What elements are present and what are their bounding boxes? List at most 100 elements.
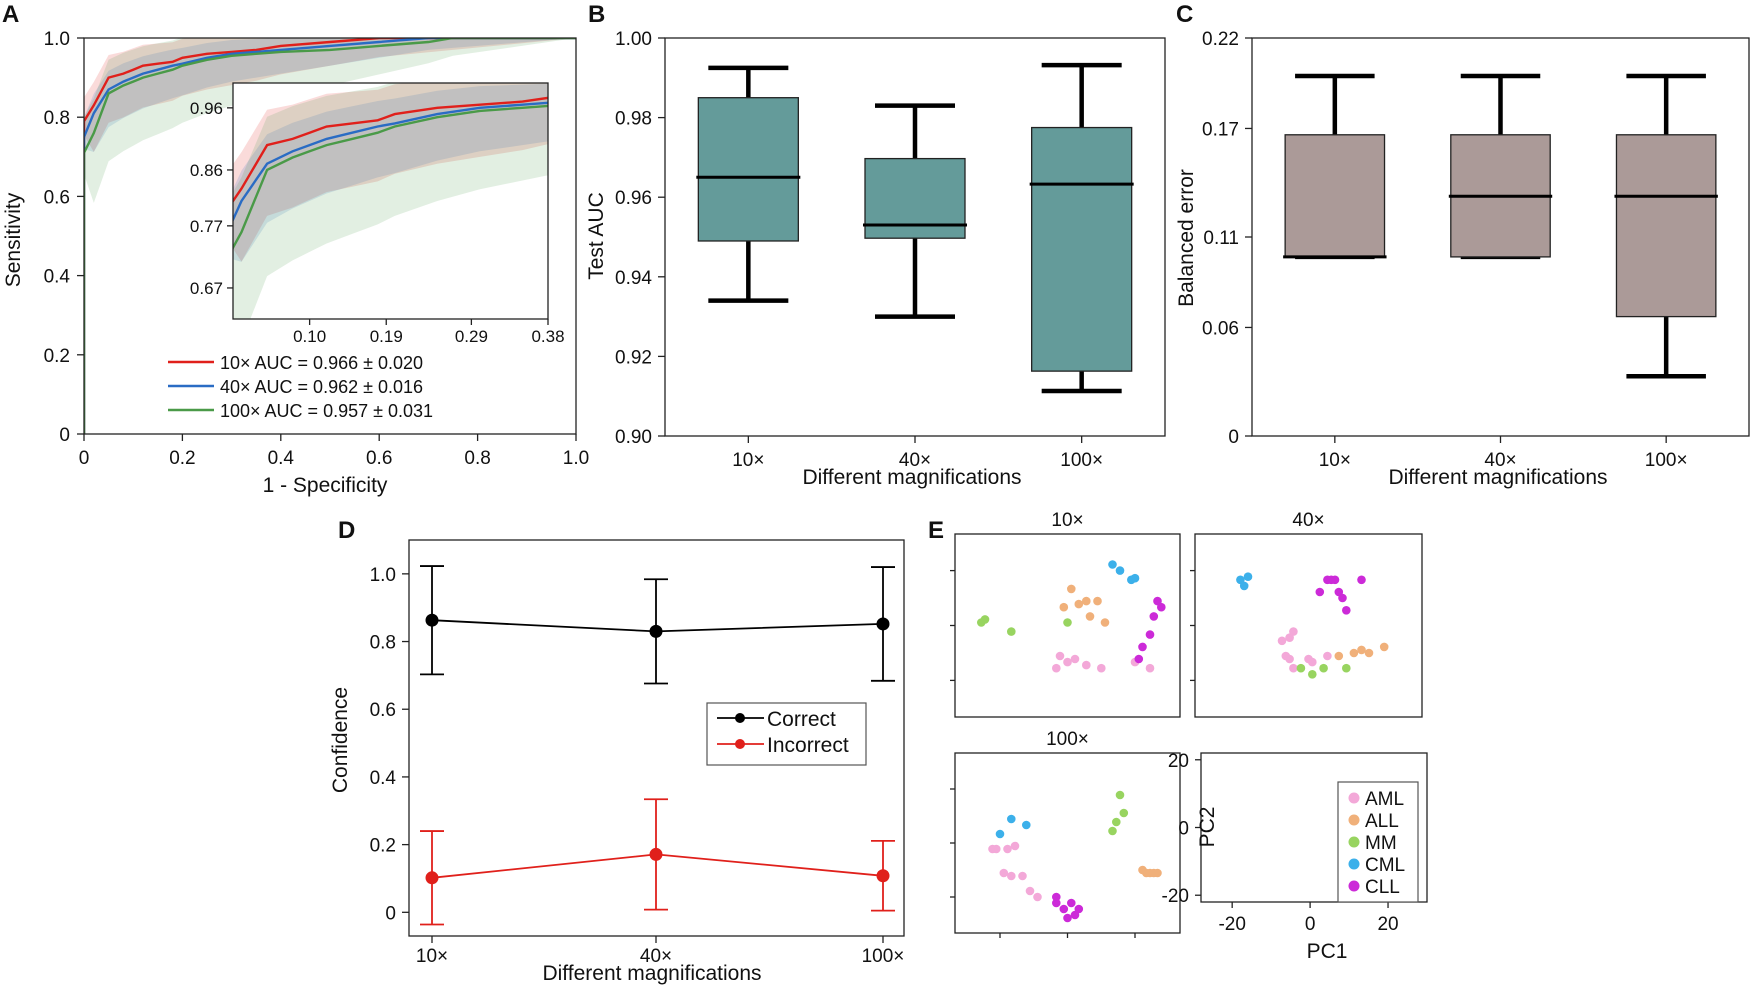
legend-correct-marker bbox=[735, 713, 745, 723]
pca-point-aml bbox=[1308, 657, 1317, 667]
pca-point-all bbox=[1059, 602, 1069, 612]
pca-point-cml bbox=[1239, 581, 1249, 591]
pca-y-tick-label: 0 bbox=[1178, 819, 1189, 840]
balanced-error-boxplot-panel: 10× 40× 100× 0 0.06 0.11 0.17 0.22 Different ma… bbox=[1175, 29, 1750, 489]
roc-y-tick-label: 0.2 bbox=[44, 346, 70, 367]
inset-band-0 bbox=[233, 83, 548, 262]
test-auc-boxplot-panel: 10× 40× 100× 0.90 0.92 0.94 0.96 0.98 1.00 Diffe… bbox=[585, 29, 1166, 489]
pca-point-all bbox=[1349, 648, 1359, 658]
roc-plot-frame bbox=[83, 37, 577, 435]
roc-x-tick-label: 0.8 bbox=[464, 448, 490, 469]
inset-curve-0 bbox=[233, 96, 548, 204]
pca-point-aml bbox=[1285, 654, 1294, 664]
legend-correct-label: Correct bbox=[767, 708, 836, 731]
confidence-point bbox=[649, 847, 663, 861]
inset-y-tick-label: 0.67 bbox=[190, 279, 223, 298]
panel-label-e: E bbox=[928, 517, 944, 544]
pca-point-cll bbox=[1315, 587, 1325, 597]
pca-point-aml bbox=[992, 844, 1001, 854]
pca-x-axis-label: PC1 bbox=[1307, 940, 1348, 963]
pca-point-all bbox=[1093, 596, 1102, 606]
confidence-y-tick-label: 1.0 bbox=[370, 565, 396, 586]
inset-curves bbox=[233, 96, 548, 251]
pca-subplots: 10× 40× 100× bbox=[950, 510, 1423, 938]
pca-point-mm bbox=[1007, 627, 1016, 636]
pca-point-aml bbox=[1007, 871, 1016, 881]
auc-x-tick-label: 100× bbox=[1060, 450, 1103, 471]
error-y-tick-label: 0 bbox=[1228, 427, 1239, 448]
inset-frame bbox=[232, 82, 549, 320]
error-y-tick-label: 0.06 bbox=[1202, 318, 1239, 339]
inset-background bbox=[233, 83, 548, 319]
pca-subplot-2: 100× bbox=[950, 729, 1181, 938]
confidence-x-tick-label: 10× bbox=[416, 946, 448, 967]
confidence-legend: Correct Incorrect bbox=[706, 702, 867, 766]
roc-curve-2 bbox=[84, 38, 576, 434]
pca-legend-marker-aml bbox=[1348, 792, 1360, 804]
pca-legend-marker-all bbox=[1348, 814, 1360, 826]
pca-subplot-title: 40× bbox=[1292, 510, 1324, 531]
pca-legend-marker-mm bbox=[1348, 836, 1360, 848]
inset-axis-ticks: 0.10 0.19 0.29 0.38 0.67 0.77 0.86 0.96 bbox=[190, 99, 565, 346]
pca-point-cll bbox=[1063, 913, 1072, 923]
confidence-panel: 0 0.2 0.4 0.6 0.8 1.0 10× 40× 100× Correct Incor… bbox=[329, 539, 905, 985]
roc-x-tick-label: 0.4 bbox=[268, 448, 295, 469]
inset-x-tick-label: 0.10 bbox=[293, 327, 326, 346]
pca-subplot-frame bbox=[1194, 533, 1423, 718]
pca-point-cml bbox=[1243, 572, 1253, 581]
roc-x-tick-label: 1.0 bbox=[563, 448, 589, 469]
pca-point-aml bbox=[1070, 654, 1080, 664]
legend-incorrect-label: Incorrect bbox=[767, 734, 849, 757]
error-x-tick-label: 40× bbox=[1484, 450, 1516, 471]
roc-legend: 10× AUC = 0.966 ± 0.020 40× AUC = 0.962 ±… bbox=[168, 353, 433, 421]
pca-point-cll bbox=[1145, 630, 1155, 639]
pca-point-all bbox=[1364, 648, 1374, 658]
pca-point-aml bbox=[1082, 660, 1091, 670]
inset-band-1 bbox=[233, 83, 548, 262]
error-y-tick-label: 0.17 bbox=[1202, 119, 1239, 140]
pca-point-cll bbox=[1138, 642, 1147, 652]
auc-x-tick-label: 40× bbox=[899, 450, 931, 471]
auc-axis-ticks: 10× 40× 100× 0.90 0.92 0.94 0.96 0.98 1.00 bbox=[615, 29, 1103, 471]
inset-y-tick-label: 0.86 bbox=[190, 161, 223, 180]
pca-point-mm bbox=[1063, 618, 1072, 627]
inset-y-tick-label: 0.77 bbox=[190, 217, 223, 236]
pca-point-mm bbox=[1115, 790, 1125, 800]
pca-point-aml bbox=[1025, 886, 1035, 896]
error-boxes bbox=[1283, 73, 1718, 379]
pca-point-mm bbox=[1319, 663, 1328, 673]
pca-point-all bbox=[1379, 642, 1389, 652]
error-iqr-box bbox=[1615, 134, 1717, 318]
confidence-point bbox=[876, 617, 890, 631]
error-y-axis-label: Balanced error bbox=[1175, 169, 1198, 307]
inset-band-2 bbox=[233, 83, 548, 319]
auc-iqr-box bbox=[697, 97, 799, 242]
pca-legend-label-cll: CLL bbox=[1365, 877, 1400, 898]
pca-point-cml bbox=[995, 829, 1005, 839]
roc-x-tick-label: 0 bbox=[79, 448, 90, 469]
roc-y-tick-label: 1.0 bbox=[44, 29, 70, 50]
roc-x-tick-label: 0.2 bbox=[169, 448, 195, 469]
pca-point-aml bbox=[1018, 871, 1027, 881]
auc-y-tick-label: 0.94 bbox=[615, 268, 652, 289]
pca-subplot-0: 10× bbox=[950, 510, 1181, 718]
pca-subplot-title: 100× bbox=[1046, 729, 1089, 750]
roc-y-tick-label: 0 bbox=[59, 425, 70, 446]
pca-subplot-frame bbox=[954, 752, 1181, 934]
roc-y-tick-label: 0.8 bbox=[44, 108, 70, 129]
confidence-x-axis-label: Different magnifications bbox=[542, 962, 761, 985]
legend-incorrect-marker bbox=[735, 739, 745, 749]
pca-point-cml bbox=[1108, 560, 1117, 569]
auc-y-tick-label: 0.96 bbox=[615, 188, 652, 209]
pca-point-aml bbox=[1052, 663, 1061, 673]
pca-legend-label-all: ALL bbox=[1365, 811, 1399, 832]
inset-confidence-bands bbox=[233, 83, 548, 319]
auc-y-tick-label: 0.98 bbox=[615, 109, 652, 130]
pca-point-cll bbox=[1357, 575, 1366, 585]
pca-point-cml bbox=[1130, 573, 1140, 583]
pca-point-cll bbox=[1134, 654, 1144, 664]
error-x-tick-label: 10× bbox=[1319, 450, 1351, 471]
panel-label-b: B bbox=[588, 1, 605, 28]
